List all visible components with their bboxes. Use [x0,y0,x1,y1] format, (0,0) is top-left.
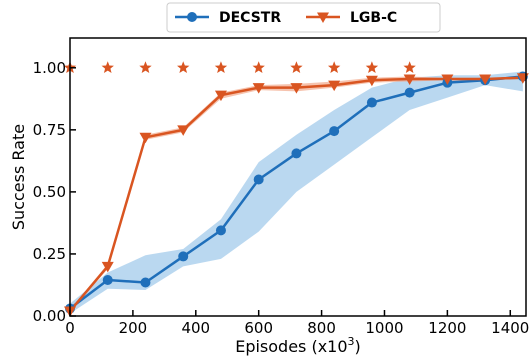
decstr-point [366,97,377,108]
decstr-point [291,148,302,159]
star-marker [290,61,303,74]
lgb-c-point [441,74,454,85]
x-tick-label: 1400 [491,319,529,337]
lgb-c-point [252,83,265,94]
star-marker [327,61,341,74]
x-axis-label-main: Episodes (x10 [235,337,347,356]
decstr-point [404,87,415,98]
x-tick-label: 400 [181,319,210,337]
star-marker [139,61,152,74]
x-tick-label: 800 [307,319,336,337]
series-markers [64,71,529,318]
star-marker [177,61,190,74]
legend-lgb-c-label: LGB-C [350,10,397,26]
star-markers [63,61,416,74]
legend-decstr-marker [187,12,197,22]
legend: DECSTR LGB-C [166,2,441,33]
x-tick-label: 200 [119,319,148,337]
star-marker [214,61,228,74]
x-axis-label-close: ) [355,337,361,356]
lgb-c-point [328,80,341,92]
decstr-point [102,275,113,286]
y-tick-label: 0.75 [33,121,66,139]
x-axis-label-superscript: 3 [348,335,355,348]
lgb-c-point [403,74,416,85]
y-axis-ticks: 0.00 0.25 0.50 0.75 1.00 [33,59,76,325]
star-marker [403,61,416,74]
y-tick-label: 0.00 [33,307,66,325]
decstr-point [178,251,189,262]
decstr-point [329,126,340,137]
star-marker [101,61,114,74]
y-tick-label: 1.00 [33,59,66,77]
y-axis-label: Success Rate [9,124,28,230]
lgb-c-point [290,83,303,94]
x-axis-label: Episodes (x103) [235,335,361,356]
legend-box [166,2,441,33]
x-tick-label: 1000 [365,319,403,337]
lgb-c-point [177,125,190,136]
x-tick-label: 1200 [428,319,466,337]
star-marker [365,61,379,74]
x-axis-ticks: 0 200 400 600 800 1000 1200 1400 [65,310,529,337]
y-tick-label: 0.50 [33,183,66,201]
y-tick-label: 0.25 [33,245,66,263]
legend-lgb-c-marker [317,12,329,23]
plot-frame [69,37,527,317]
lgb-c-point [479,74,492,85]
legend-decstr-label: DECSTR [219,10,281,26]
x-tick-label: 600 [244,319,273,337]
lgb-c-point [214,90,227,102]
x-tick-label: 0 [65,319,75,337]
lgb-c-point [101,261,114,273]
decstr-band [70,71,523,314]
decstr-point [215,225,226,236]
lgb-c-point [139,132,152,144]
decstr-point [253,174,264,185]
decstr-point [140,277,151,288]
star-marker [252,61,265,74]
lgb-c-point [365,75,378,87]
confidence-bands [70,71,523,314]
